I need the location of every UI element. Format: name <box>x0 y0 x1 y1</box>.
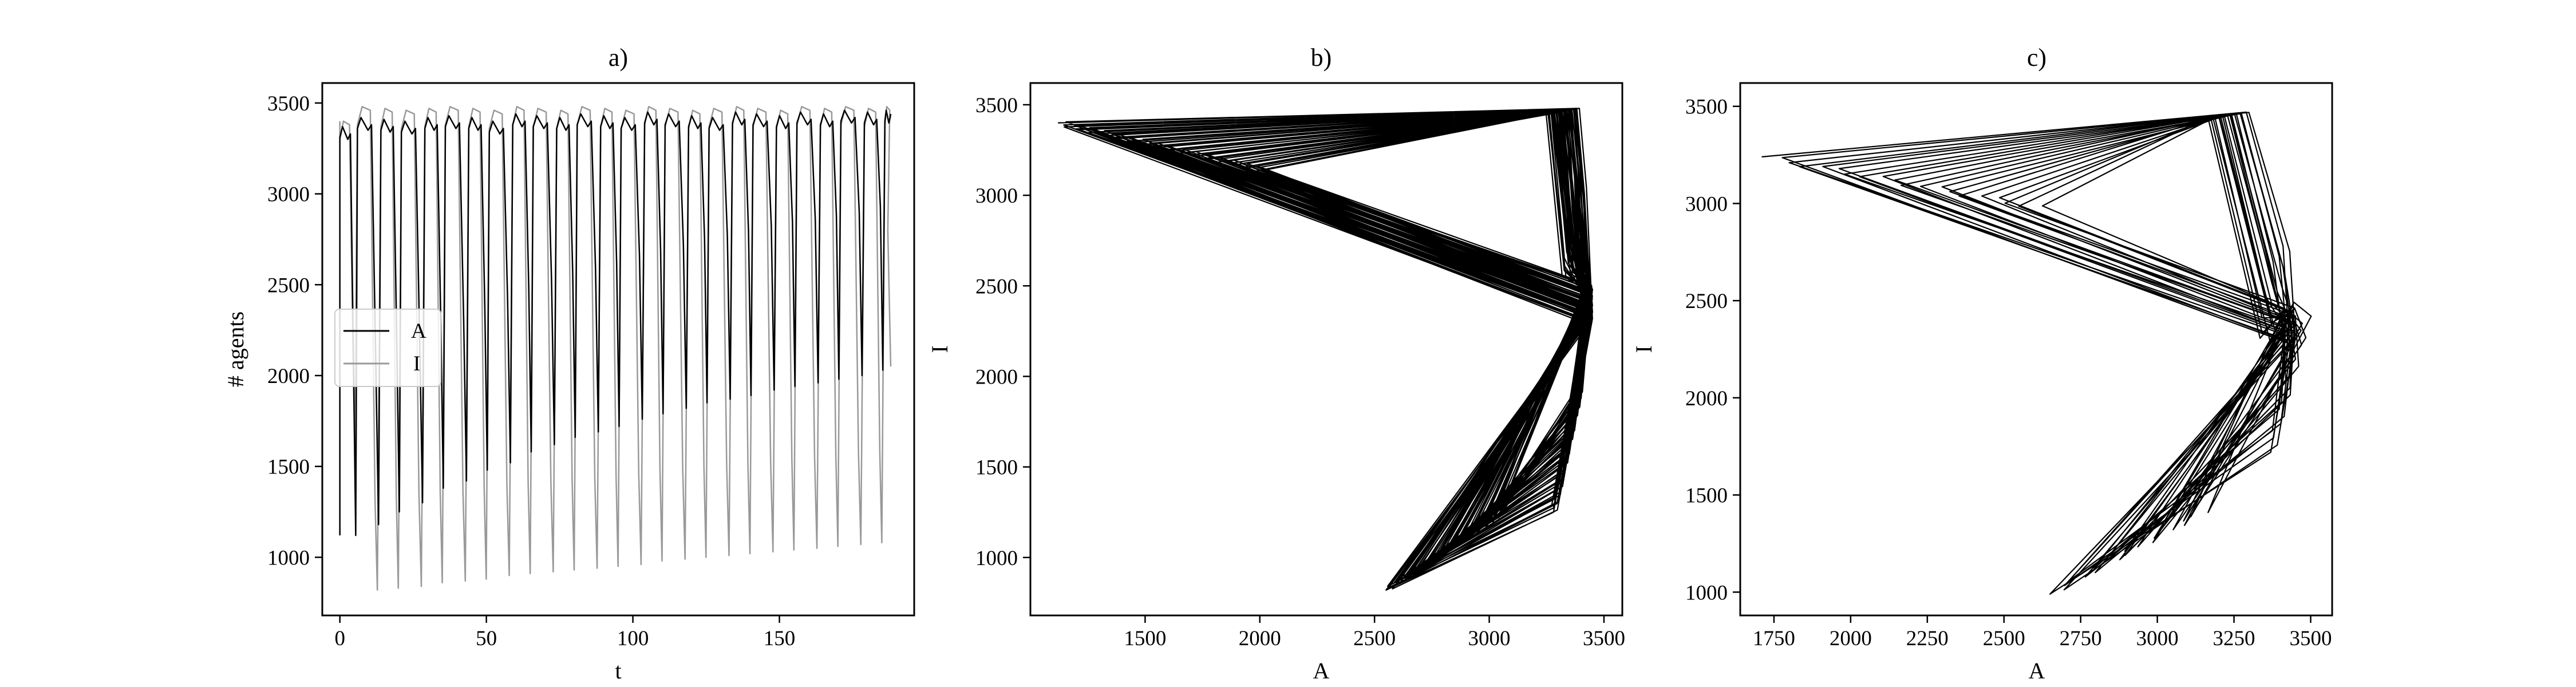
panel-b-ytick-label: 1000 <box>975 547 1018 570</box>
panel-a-ticks: 0 50 100 150 1000 1500 2000 2500 3000 3500 <box>267 92 795 650</box>
panel-b-ticks: 1500 2000 2500 3000 3500 1000 1500 2000 2500 3000… <box>975 94 1625 650</box>
panel-a-xtick-label: 150 <box>764 627 796 650</box>
panel-c-ytick-label: 2000 <box>1685 387 1728 410</box>
panel-a-xtick-label: 100 <box>617 627 649 650</box>
panel-b-xlabel: A <box>1313 658 1330 684</box>
panel-a-ytick-label: 3000 <box>267 183 310 207</box>
panel-b-ylabel: I <box>927 345 953 353</box>
panel-b-trajectory-line <box>1058 108 1593 591</box>
panel-b-ytick-label: 1500 <box>975 456 1018 480</box>
panel-a-ytick-label: 2000 <box>267 365 310 388</box>
panel-c-ytick-label: 3000 <box>1685 192 1728 216</box>
panel-a-legend: A I <box>334 309 441 387</box>
panel-a-xlabel: t <box>615 658 621 684</box>
panel-c-ytick-label: 1500 <box>1685 484 1728 508</box>
legend-label-i: I <box>413 352 420 376</box>
panel-c-xtick-label: 2500 <box>1983 627 2025 650</box>
panel-a-xtick-label: 0 <box>334 627 345 650</box>
panel-c-xtick-label: 2750 <box>2060 627 2102 650</box>
series-line-i <box>339 106 892 591</box>
panel-b-trajectory <box>1058 108 1593 591</box>
panel-b-ytick-label: 3000 <box>975 184 1018 208</box>
panel-b-ytick-label: 2500 <box>975 275 1018 298</box>
panel-a-frame <box>321 82 915 617</box>
panel-b-xtick-label: 3000 <box>1468 627 1511 650</box>
panel-c-xlabel: A <box>2029 658 2045 684</box>
panel-c-xtick-label: 2000 <box>1830 627 1872 650</box>
panel-a-xtick-label: 50 <box>476 627 497 650</box>
panel-a-ytick-label: 1000 <box>267 546 310 570</box>
panel-b: b) 1500 2000 2500 3000 3500 1000 1500 2000 2500 3… <box>927 44 1625 684</box>
panel-a-ytick-label: 2500 <box>267 274 310 297</box>
legend-label-a: A <box>411 319 426 343</box>
panel-a-ytick-label: 1500 <box>267 456 310 479</box>
panel-c: c) 1750 2000 2250 2500 2750 3000 3250 350010001… <box>1631 44 2333 684</box>
panel-a-ylabel: # agents <box>223 311 248 387</box>
panel-c-trajectory <box>1761 111 2312 595</box>
panel-a-ytick-label: 3500 <box>267 92 310 116</box>
panel-c-xtick-label: 2250 <box>1906 627 1949 650</box>
panel-b-frame <box>1029 82 1623 617</box>
panel-c-xtick-label: 1750 <box>1753 627 1795 650</box>
panel-c-ytick-label: 2500 <box>1685 290 1728 313</box>
series-line-a <box>339 109 892 536</box>
panel-b-ytick-label: 2000 <box>975 365 1018 389</box>
panel-b-xtick-label: 2500 <box>1353 627 1396 650</box>
panel-c-xtick-label: 3000 <box>2136 627 2179 650</box>
panel-c-ytick-label: 3500 <box>1685 96 1728 119</box>
panel-b-xtick-label: 1500 <box>1124 627 1166 650</box>
panel-c-title: c) <box>2027 44 2046 72</box>
panel-c-ticks: 1750 2000 2250 2500 2750 3000 3250 3500 1000 1500… <box>1685 96 2332 650</box>
panel-a: a) 0 50 100 150 1000 1500 2000 2500 3000 3500 t #… <box>223 44 915 684</box>
panel-c-ytick-label: 1000 <box>1685 581 1728 605</box>
panel-c-xtick-label: 3500 <box>2289 627 2332 650</box>
panel-b-xtick-label: 2000 <box>1239 627 1281 650</box>
panel-b-title: b) <box>1311 44 1332 72</box>
panel-a-title: a) <box>609 44 628 72</box>
panel-c-xtick-label: 3250 <box>2213 627 2255 650</box>
panel-a-series <box>339 106 892 591</box>
panel-c-trajectory-line <box>1761 111 2312 595</box>
legend-box <box>334 309 441 387</box>
panel-c-ylabel: I <box>1631 345 1657 353</box>
panel-c-frame <box>1739 82 2333 617</box>
panel-b-xtick-label: 3500 <box>1583 627 1625 650</box>
panel-b-ytick-label: 3500 <box>975 94 1018 117</box>
